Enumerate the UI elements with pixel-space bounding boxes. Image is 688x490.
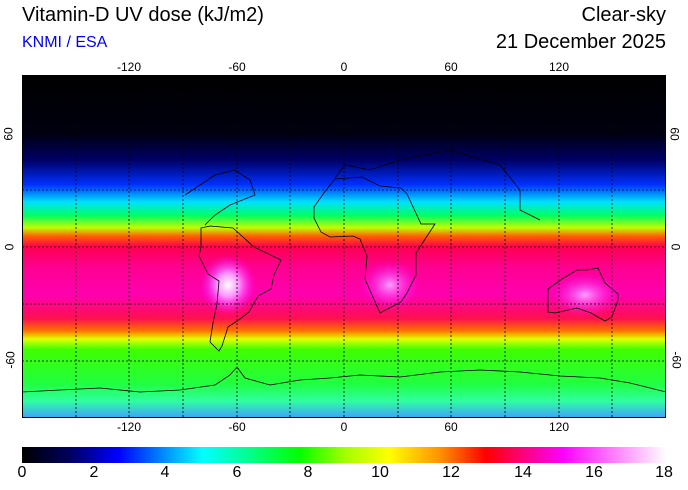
lon-label-bottom: 120 [548, 420, 570, 434]
graticule [22, 75, 666, 418]
lat-label-left: -60 [3, 351, 18, 369]
dose-field [22, 75, 666, 418]
map-title: Vitamin-D UV dose (kJ/m2) [22, 4, 264, 26]
credit-label: KNMI / ESA [22, 34, 108, 51]
colorbar-label: 8 [303, 464, 313, 481]
lon-label-top: 60 [444, 60, 458, 74]
colorbar-label: 10 [371, 464, 389, 481]
lon-label-bottom: 0 [340, 420, 348, 434]
colorbar-label: 2 [89, 464, 99, 481]
colorbar-label: 16 [585, 464, 603, 481]
hotspot-south-america [200, 255, 256, 315]
lat-label-left: 0 [2, 243, 17, 251]
lon-label-bottom: 60 [444, 420, 458, 434]
colorbar-label: 14 [514, 464, 532, 481]
coast-antarctica [22, 366, 666, 393]
lon-label-top: 120 [548, 60, 570, 74]
lat-label-right: -60 [669, 351, 684, 369]
coast-australia [547, 267, 619, 322]
lon-label-top: 0 [340, 60, 348, 74]
coastlines [22, 149, 666, 393]
colorbar-label: 18 [655, 464, 673, 481]
lon-label-top: -60 [228, 60, 246, 74]
colorbar [22, 447, 666, 463]
hotspot-africa [360, 260, 420, 310]
lon-label-top: -120 [116, 60, 142, 74]
colorbar-label: 6 [232, 464, 242, 481]
lon-label-bottom: -60 [228, 420, 246, 434]
lat-label-right: 0 [668, 243, 683, 251]
coast-north-america [184, 169, 256, 226]
sky-condition-label: Clear-sky [581, 4, 666, 26]
lat-label-right: 60 [667, 127, 682, 141]
colorbar-label: 4 [160, 464, 170, 481]
coast-europe-asia [334, 149, 541, 221]
date-label: 21 December 2025 [495, 31, 666, 53]
colorbar-label: 12 [442, 464, 460, 481]
colorbar-label: 0 [17, 464, 27, 481]
coast-africa [313, 176, 436, 314]
map-frame [22, 75, 666, 418]
lat-label-left: 60 [1, 127, 16, 141]
lon-label-bottom: -120 [116, 420, 142, 434]
uv-dose-world-map [22, 75, 666, 418]
hotspot-australia [550, 273, 620, 317]
coast-south-america [198, 225, 282, 352]
